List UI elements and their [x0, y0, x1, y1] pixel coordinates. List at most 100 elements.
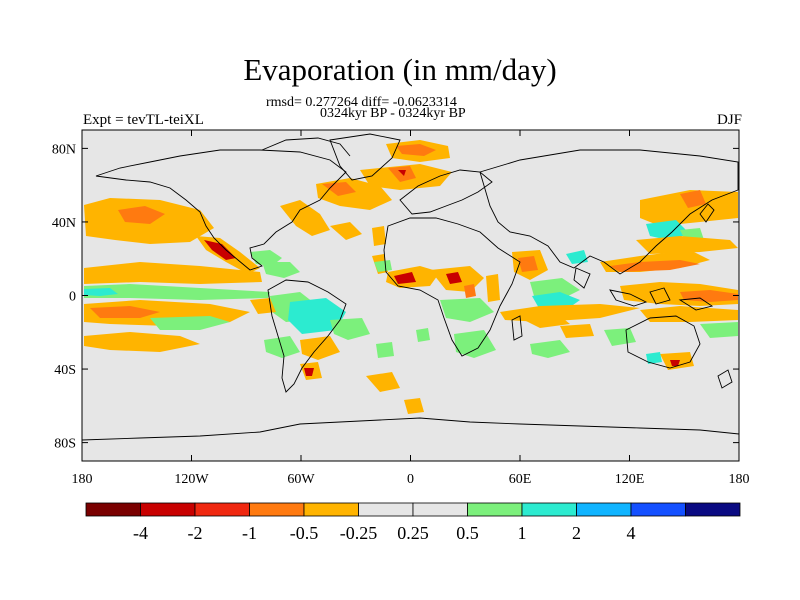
anomaly-region [610, 260, 700, 272]
colorbar-label: -0.5 [290, 523, 319, 543]
colorbar-label: -0.25 [340, 523, 378, 543]
lon-tick-label: 0 [407, 472, 414, 487]
colorbar-label: -1 [242, 523, 257, 543]
colorbar-label: 1 [518, 523, 527, 543]
coast-india [573, 267, 591, 289]
colorbar-label: -4 [133, 523, 148, 543]
coast-new-guinea [678, 297, 714, 311]
lon-tick-label: 120W [174, 472, 209, 487]
colorbar-box [576, 502, 632, 517]
experiment-label: Expt = tevTL-teiXL [83, 112, 204, 128]
longitude-axis: 180 120W 60W 0 60E 120E 180 [72, 130, 750, 487]
anomaly-region [204, 240, 236, 260]
coast-europe [399, 169, 493, 215]
colorbar-label: 0.25 [397, 523, 429, 543]
coastlines [82, 133, 739, 441]
anomaly-region [566, 250, 588, 264]
anomaly-region [84, 284, 270, 300]
coast-asia [479, 149, 739, 275]
coast-madagascar [511, 315, 523, 341]
season-label: DJF [716, 112, 742, 128]
anomaly-region [330, 222, 362, 240]
lon-tick-label: 180 [72, 472, 93, 487]
lat-tick-label: 40S [54, 363, 76, 378]
anomaly-region [280, 200, 330, 236]
colorbar: -4 -2 -1 -0.5 -0.25 0.25 0.5 1 2 4 [85, 502, 741, 543]
anomaly-region [440, 298, 494, 322]
anomaly-region [330, 318, 370, 340]
anomaly-region [372, 226, 386, 246]
anomaly-region [560, 324, 594, 338]
anomaly-region [84, 262, 262, 284]
colorbar-label: -2 [188, 523, 203, 543]
anomaly-region [670, 360, 680, 366]
lon-tick-label: 60W [287, 472, 315, 487]
colorbar-box [358, 502, 414, 517]
lon-tick-label: 60E [509, 472, 532, 487]
latitude-axis: 80N 40N 0 40S 80S [52, 142, 739, 452]
lon-tick-label: 120E [615, 472, 645, 487]
coast-japan [699, 203, 715, 223]
coast-south-america [267, 279, 347, 393]
anomaly-field [84, 140, 738, 414]
anomaly-region [398, 170, 406, 176]
colorbar-label: 2 [572, 523, 581, 543]
anomaly-region [464, 284, 476, 298]
coast-sumatra [609, 289, 648, 307]
anomaly-region [150, 316, 230, 330]
coast-arctic-islands [261, 137, 351, 157]
colorbar-box [303, 502, 359, 517]
anomaly-region [446, 272, 462, 284]
anomaly-region [264, 336, 300, 358]
lat-tick-label: 40N [52, 216, 76, 231]
anomaly-region [640, 306, 738, 322]
coast-australia [625, 315, 701, 369]
lat-tick-label: 0 [69, 290, 76, 305]
anomaly-region [304, 368, 314, 376]
colorbar-label: 4 [627, 523, 636, 543]
anomaly-region [84, 288, 118, 296]
anomaly-region [518, 256, 538, 272]
anomaly-region [366, 372, 400, 392]
colorbar-box [685, 502, 741, 517]
anomaly-region [300, 336, 340, 360]
colorbar-box [412, 502, 468, 517]
coast-borneo [649, 287, 671, 305]
colorbar-box [140, 502, 196, 517]
anomaly-region [700, 322, 738, 338]
coast-greenland [329, 133, 401, 181]
colorbar-box [467, 502, 523, 517]
colorbar-box [249, 502, 305, 517]
anomaly-region [604, 328, 636, 346]
anomaly-region [416, 328, 430, 342]
anomaly-region [646, 352, 662, 364]
anomaly-region [680, 190, 706, 208]
anomaly-region [486, 274, 500, 302]
coast-africa [383, 217, 521, 357]
lat-tick-label: 80N [52, 142, 76, 157]
anomaly-region [90, 306, 160, 318]
lat-tick-label: 80S [54, 437, 76, 452]
lon-tick-label: 180 [729, 472, 750, 487]
coast-north-america [95, 149, 347, 271]
anomaly-region [530, 340, 570, 358]
stats-line: rmsd= 0.277264 diff= -0.0623314 [266, 95, 457, 110]
map-title: Evaporation (in mm/day) [243, 52, 557, 87]
anomaly-region [322, 182, 356, 196]
anomaly-region [118, 206, 165, 224]
period-line: 0324kyr BP - 0324kyr BP [320, 106, 466, 121]
coast-antarctica [82, 417, 739, 441]
anomaly-region [636, 236, 738, 254]
anomaly-region [520, 316, 570, 328]
colorbar-box [85, 502, 141, 517]
anomaly-region [262, 262, 300, 278]
colorbar-box [630, 502, 686, 517]
anomaly-region [404, 398, 424, 414]
colorbar-box [194, 502, 250, 517]
anomaly-region [376, 342, 394, 358]
anomaly-region [394, 272, 416, 284]
anomaly-region [396, 144, 436, 156]
colorbar-box [521, 502, 577, 517]
anomaly-region [374, 260, 392, 272]
